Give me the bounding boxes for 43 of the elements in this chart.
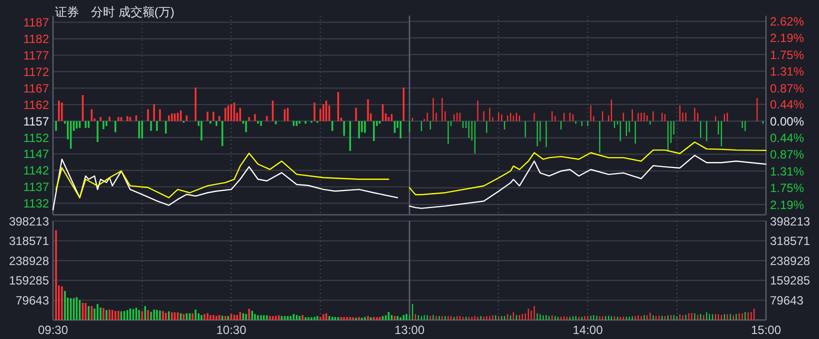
y-tick-label: 238928 (8, 254, 50, 268)
y2-tick-label: 0.87% (770, 148, 804, 162)
y-tick-label: 1177 (23, 48, 50, 62)
x-tick-label: 10:30 (216, 323, 247, 337)
chart-title: 证券 (55, 5, 79, 19)
y-tick-label: 79643 (16, 294, 50, 308)
y-tick-label: 318571 (8, 234, 50, 248)
y2-tick-label: 1.31% (770, 164, 804, 178)
y2-tick-label: 238928 (770, 254, 810, 268)
line-series (52, 158, 398, 210)
y2-tick-label: 2.19% (770, 198, 804, 212)
x-tick-label: 09:30 (38, 323, 68, 337)
y-tick-label: 1162 (23, 98, 50, 112)
y2-tick-label: 2.19% (770, 31, 804, 46)
y2-tick-label: 398213 (770, 214, 810, 228)
y2-tick-label: 1.75% (770, 48, 804, 62)
x-tick-label: 14:00 (572, 323, 604, 337)
y-tick-label: 1132 (23, 196, 50, 211)
y-tick-label: 398213 (8, 214, 50, 228)
y2-tick-label: 1.31% (770, 64, 804, 79)
y2-tick-label: 79643 (770, 294, 804, 308)
y2-tick-label: 159285 (770, 274, 810, 288)
y-tick-label: 1137 (23, 180, 50, 194)
y-tick-label: 1187 (23, 16, 50, 30)
y-tick-label: 159285 (8, 274, 50, 288)
y2-tick-label: 2.62% (770, 14, 804, 29)
y2-tick-label: 318571 (770, 234, 810, 248)
y-tick-label: 1142 (23, 164, 50, 178)
y-tick-label: 1182 (23, 32, 50, 46)
x-tick-label: 13:00 (394, 323, 425, 337)
x-tick-label: 15:00 (750, 323, 782, 337)
y-tick-label: 1157 (23, 114, 50, 128)
y2-tick-label: 0.00% (770, 114, 804, 128)
y2-tick-label: 0.44% (770, 98, 804, 112)
y-tick-label: 1172 (23, 64, 50, 79)
y-tick-label: 1167 (23, 81, 50, 96)
y2-tick-label: 1.75% (770, 181, 804, 196)
y2-tick-label: 0.87% (770, 81, 804, 96)
chart-subtitle: 分时 成交额(万) (91, 5, 174, 19)
y-tick-label: 1152 (23, 130, 50, 145)
y-tick-label: 1147 (23, 147, 50, 162)
line-series (55, 152, 390, 198)
y2-tick-label: 0.44% (770, 131, 804, 146)
